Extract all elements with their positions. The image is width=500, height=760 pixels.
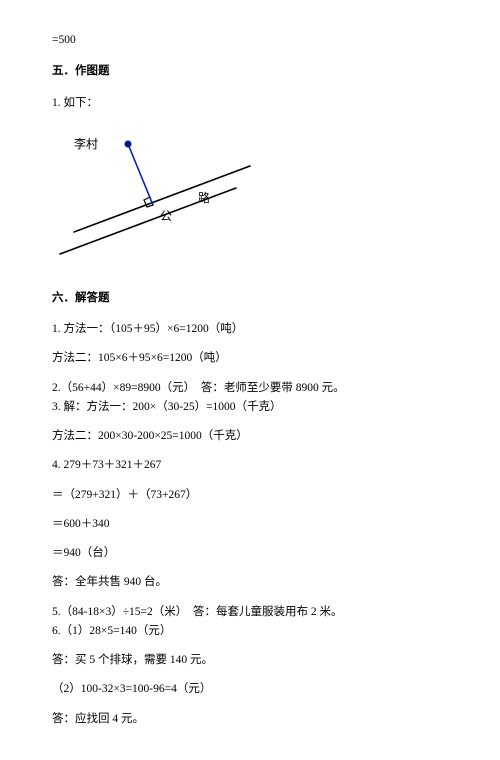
svg-text:李村: 李村 [74,136,98,151]
answer-line: 6.（1）28×5=140（元） [52,623,452,640]
diagram-svg: 李村公 路 [52,126,252,266]
section-6-lines: 1. 方法一：（105＋95）×6=1200（吨） 方法二：105×6＋95×6=… [52,321,452,728]
answer-line: 方法二：105×6＋95×6=1200（吨） [52,350,452,367]
answer-line: 答：买 5 个排球，需要 140 元。 [52,652,452,669]
answer-line: 答：应找回 4 元。 [52,711,452,728]
top-equals: =500 [52,32,452,49]
answer-line: （2）100-32×3=100-96=4（元） [52,681,452,698]
section-5-title: 五．作图题 [52,63,452,80]
answer-line: 4. 279＋73＋321＋267 [52,457,452,474]
answer-line: 答：全年共售 940 台。 [52,574,452,591]
road-diagram: 李村公 路 [52,126,452,266]
answer-line: 5.（84-18×3）÷15=2（米） 答：每套儿童服装用布 2 米。 [52,604,452,621]
answer-line: 1. 方法一：（105＋95）×6=1200（吨） [52,321,452,338]
answer-line: ＝940（台） [52,545,452,562]
section-6-title: 六．解答题 [52,290,452,307]
svg-text:路: 路 [198,190,210,205]
svg-text:公: 公 [160,209,172,223]
section-5-q1: 1. 如下： [52,95,452,112]
answer-line: ＝600＋340 [52,516,452,533]
answer-line: 2.（56+44）×89=8900（元） 答：老师至少要带 8900 元。 [52,380,452,397]
answer-line: 方法二：200×30-200×25=1000（千克） [52,428,452,445]
answer-line: 3. 解：方法一：200×（30-25）=1000（千克） [52,399,452,416]
answer-line: ＝（279+321）＋（73+267） [52,487,452,504]
page: =500 五．作图题 1. 如下： 李村公 路 六．解答题 1. 方法一：（105… [0,0,500,760]
